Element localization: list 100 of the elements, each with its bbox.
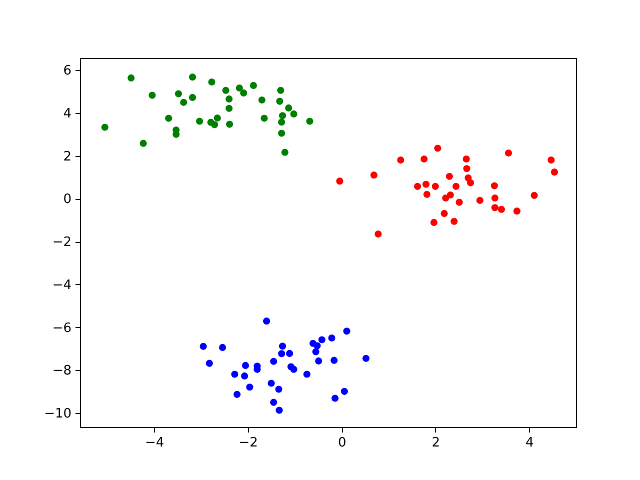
x-tick-label: −2 xyxy=(238,436,258,450)
point xyxy=(286,350,294,357)
x-tick-label: 2 xyxy=(432,436,440,450)
point xyxy=(548,156,555,164)
point xyxy=(222,86,230,94)
point xyxy=(101,124,108,131)
point xyxy=(226,120,234,128)
point xyxy=(218,344,226,351)
point xyxy=(434,144,442,152)
point xyxy=(336,178,344,185)
point xyxy=(250,82,257,89)
point xyxy=(270,358,278,365)
point xyxy=(241,372,248,380)
point xyxy=(312,348,320,356)
point xyxy=(456,198,463,206)
y-tick-label: −2 xyxy=(52,235,72,250)
point xyxy=(290,366,298,373)
point xyxy=(530,192,538,199)
point xyxy=(491,194,498,202)
point xyxy=(276,406,283,414)
point xyxy=(140,140,147,147)
point xyxy=(442,194,450,202)
point xyxy=(491,204,498,212)
point xyxy=(422,180,430,188)
y-tick-label: −4 xyxy=(52,278,72,293)
point xyxy=(208,78,216,86)
point xyxy=(513,208,520,215)
point xyxy=(370,172,378,179)
point xyxy=(362,354,370,362)
point xyxy=(211,121,218,128)
point xyxy=(234,390,241,398)
point xyxy=(188,94,196,101)
point xyxy=(432,182,439,190)
point xyxy=(231,370,238,378)
point xyxy=(466,179,474,186)
point xyxy=(180,98,188,106)
point xyxy=(397,156,404,164)
point xyxy=(450,218,458,225)
point xyxy=(504,149,512,157)
point xyxy=(463,165,470,172)
point xyxy=(490,182,498,190)
point xyxy=(276,98,284,105)
point xyxy=(206,360,213,367)
point xyxy=(446,172,453,180)
x-tick-label: 0 xyxy=(338,436,346,450)
point xyxy=(343,328,350,335)
y-tick-label: −8 xyxy=(52,364,72,379)
point xyxy=(258,96,266,104)
point xyxy=(196,118,204,125)
point xyxy=(165,114,172,122)
point xyxy=(498,206,505,213)
point xyxy=(148,92,156,99)
y-tick-label: −6 xyxy=(52,320,72,336)
point xyxy=(236,84,243,92)
point xyxy=(278,342,286,350)
y-tick-label: 4 xyxy=(63,106,72,122)
y-tick-label: 2 xyxy=(63,149,72,164)
point xyxy=(423,190,430,198)
point xyxy=(278,130,286,137)
point xyxy=(268,380,275,387)
x-tick-label: 4 xyxy=(525,436,534,450)
point xyxy=(128,74,135,82)
point xyxy=(246,384,254,391)
point xyxy=(226,95,233,102)
point xyxy=(303,370,310,378)
point xyxy=(240,89,248,96)
point xyxy=(174,90,182,98)
point xyxy=(242,362,250,369)
point xyxy=(452,182,460,190)
point xyxy=(275,386,282,393)
point xyxy=(315,357,322,364)
point xyxy=(314,342,321,350)
point xyxy=(340,388,348,395)
point xyxy=(440,210,448,217)
point xyxy=(420,155,428,163)
y-tick-label: −10 xyxy=(44,406,72,422)
point xyxy=(281,148,288,156)
point xyxy=(263,318,270,325)
point xyxy=(278,350,286,358)
point xyxy=(188,74,196,81)
point xyxy=(214,114,221,122)
point xyxy=(550,168,558,176)
y-tick-label: 6 xyxy=(63,64,72,79)
point xyxy=(260,114,268,122)
point xyxy=(226,104,233,112)
x-tick-label: −4 xyxy=(144,436,164,450)
point xyxy=(277,86,284,94)
point xyxy=(331,394,339,402)
point xyxy=(476,196,484,204)
point xyxy=(200,342,207,350)
point xyxy=(278,112,286,120)
point xyxy=(414,182,422,190)
point xyxy=(285,104,292,112)
point xyxy=(430,218,438,226)
point xyxy=(290,110,298,118)
point xyxy=(328,334,336,342)
point xyxy=(270,398,278,406)
point xyxy=(462,155,470,163)
point xyxy=(306,118,314,125)
point xyxy=(278,118,286,126)
